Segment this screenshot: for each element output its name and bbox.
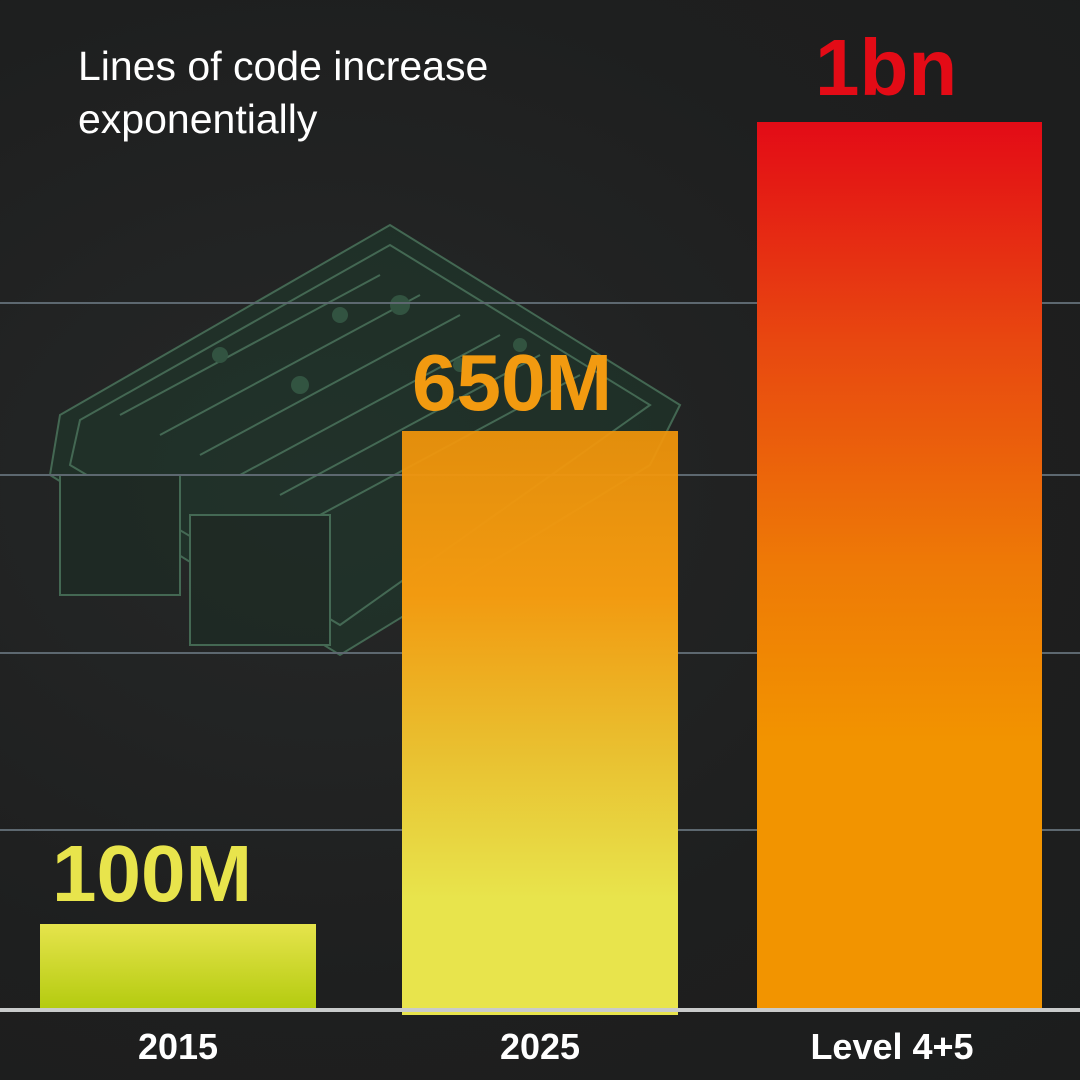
bar-2015 (40, 924, 316, 1012)
category-label-2025: 2025 (499, 1026, 581, 1067)
value-label-level-4-5: 1bn (815, 23, 958, 112)
x-axis-baseline (0, 1008, 1080, 1012)
value-label-2015: 100M (52, 829, 253, 918)
bar-2025 (402, 431, 678, 1015)
category-label-level-4-5: Level 4+5 (810, 1026, 974, 1067)
title-line-2: exponentially (78, 96, 318, 142)
chart-title: Lines of code increase exponentially (78, 40, 488, 146)
bar-level-4-5 (757, 122, 1042, 1012)
title-line-1: Lines of code increase (78, 43, 489, 89)
value-label-2025: 650M (412, 338, 613, 427)
category-label-2015: 2015 (137, 1026, 219, 1067)
gridline (0, 302, 1080, 304)
